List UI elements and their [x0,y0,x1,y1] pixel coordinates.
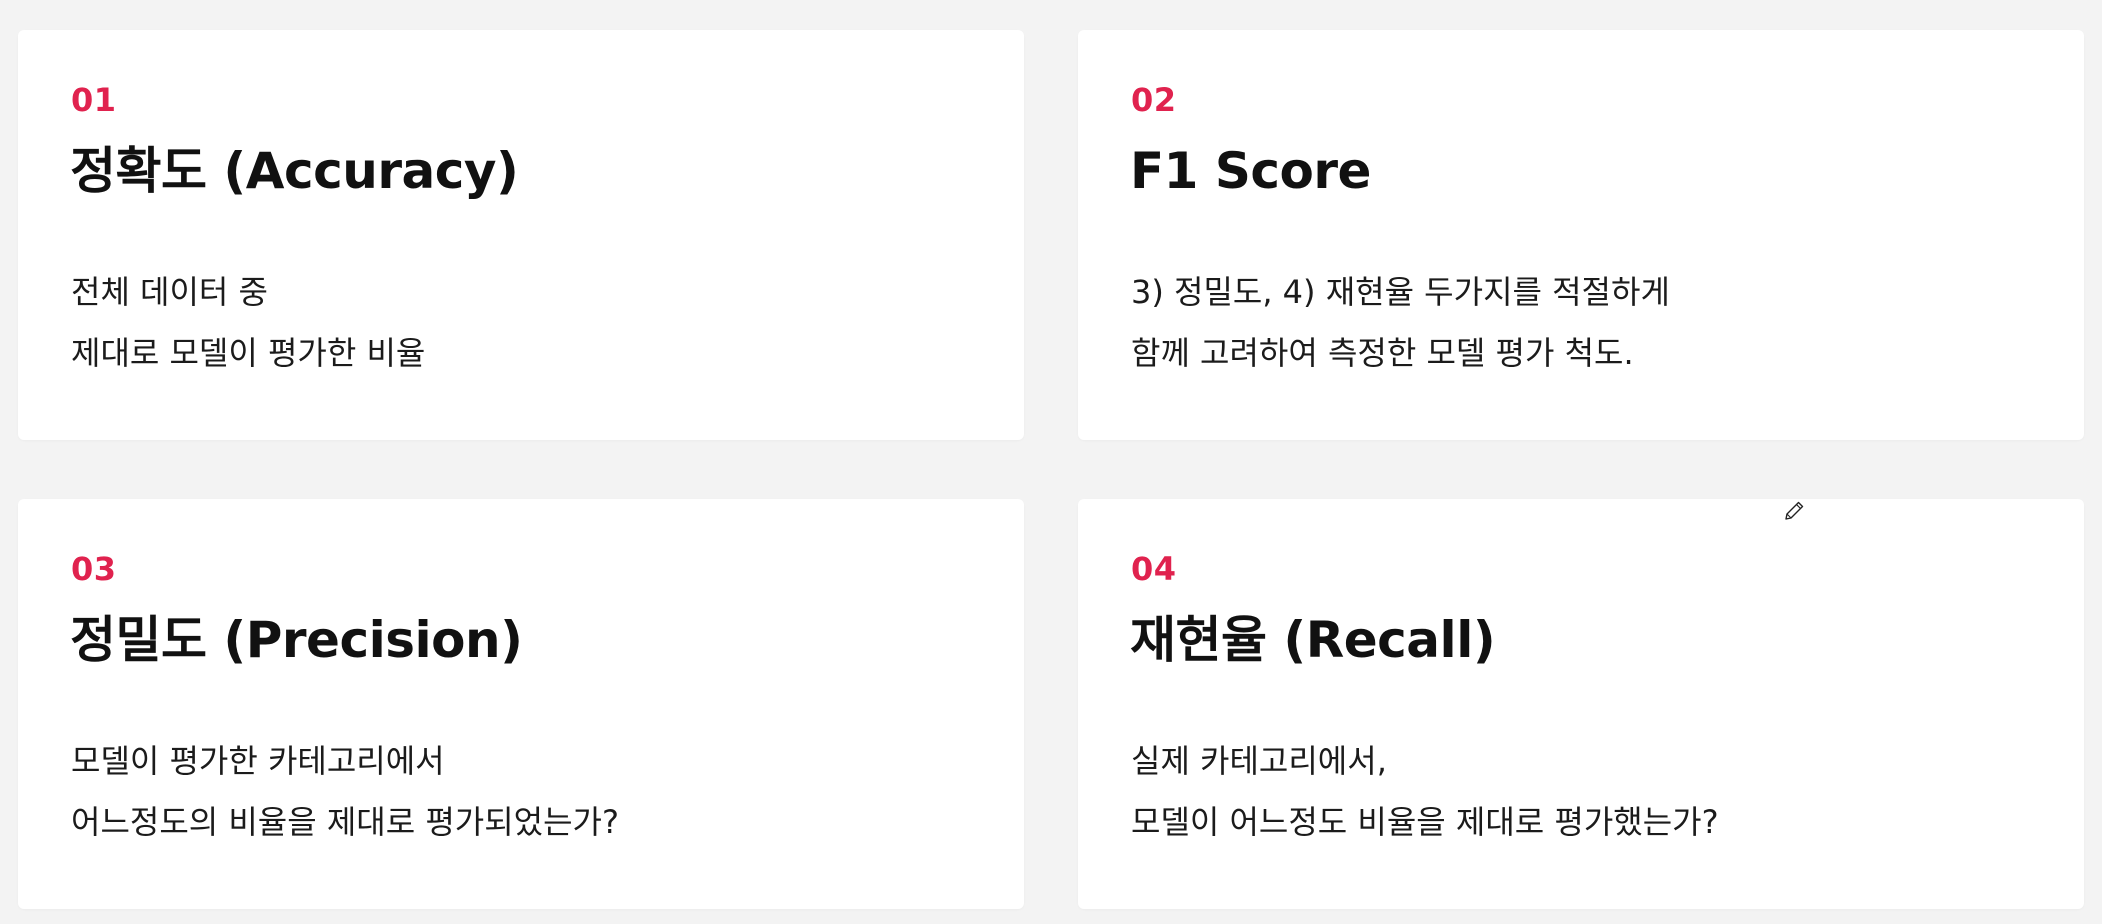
card-title: 재현율 (Recall) [1130,611,1496,669]
description-line: 3) 정밀도, 4) 재현율 두가지를 적절하게 [1131,273,1670,311]
card-recall: 04 재현율 (Recall) 실제 카테고리에서, 모델이 어느정도 비율을 … [1078,499,2084,909]
description-line: 모델이 어느정도 비율을 제대로 평가했는가? [1131,803,1719,841]
card-number: 03 [71,550,117,588]
card-title: 정확도 (Accuracy) [70,142,519,200]
pencil-icon [1785,501,1804,520]
card-title: F1 Score [1130,142,1371,200]
card-number: 02 [1131,81,1177,119]
card-accuracy: 01 정확도 (Accuracy) 전체 데이터 중 제대로 모델이 평가한 비… [18,30,1024,440]
card-description: 3) 정밀도, 4) 재현율 두가지를 적절하게 함께 고려하여 측정한 모델 … [1131,262,1670,384]
card-description: 실제 카테고리에서, 모델이 어느정도 비율을 제대로 평가했는가? [1131,731,1719,853]
card-title: 정밀도 (Precision) [70,611,523,669]
description-line: 함께 고려하여 측정한 모델 평가 척도. [1131,334,1634,372]
card-f1-score: 02 F1 Score 3) 정밀도, 4) 재현율 두가지를 적절하게 함께 … [1078,30,2084,440]
card-number: 04 [1131,550,1177,588]
description-line: 모델이 평가한 카테고리에서 [71,742,445,780]
card-precision: 03 정밀도 (Precision) 모델이 평가한 카테고리에서 어느정도의 … [18,499,1024,909]
card-number: 01 [71,81,117,119]
description-line: 전체 데이터 중 [71,273,268,311]
card-description: 모델이 평가한 카테고리에서 어느정도의 비율을 제대로 평가되었는가? [71,731,619,853]
description-line: 실제 카테고리에서, [1131,742,1387,780]
card-description: 전체 데이터 중 제대로 모델이 평가한 비율 [71,262,425,384]
description-line: 어느정도의 비율을 제대로 평가되었는가? [71,803,619,841]
description-line: 제대로 모델이 평가한 비율 [71,334,426,372]
